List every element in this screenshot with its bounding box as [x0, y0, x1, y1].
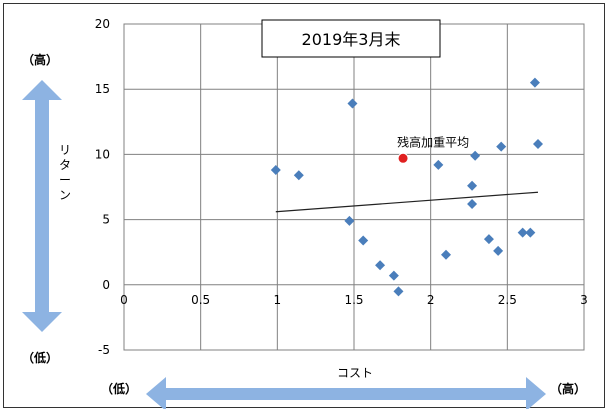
x-tick-label: 2.5 [498, 293, 517, 307]
y-axis-high-label: （高） [22, 52, 58, 67]
scatter-point [441, 249, 451, 260]
scatter-point [388, 270, 399, 281]
scatter-point [493, 245, 504, 256]
scatter-point [393, 286, 404, 297]
y-tick-label: -5 [98, 343, 110, 357]
weighted-average-label: 残高加重平均 [397, 134, 469, 149]
scatter-point [529, 77, 540, 88]
weighted-average-point [397, 152, 409, 164]
data-points [270, 77, 543, 297]
y-tick-label: 15 [95, 82, 110, 96]
scatter-point [517, 227, 528, 238]
x-tick-label: 0.5 [191, 293, 210, 307]
x-tick-label: 1.5 [344, 293, 363, 307]
horizontal-arrow [146, 377, 546, 409]
scatter-point [467, 198, 478, 209]
scatter-point [525, 227, 536, 238]
trend-line [275, 191, 539, 213]
y-axis-title: リターン [59, 143, 71, 202]
title-box [261, 19, 441, 58]
chart-frame: -5 0 5 10 15 20 0 0.5 1 1.5 2 2.5 3 残高加重平均 2019年3月末… [3, 3, 605, 409]
x-tick-label: 1 [274, 293, 282, 307]
scatter-point [483, 234, 494, 245]
x-tick-label: 2 [427, 293, 435, 307]
x-tick-labels: 0 0.5 1 1.5 2 2.5 3 [120, 293, 588, 307]
x-tick-label: 3 [580, 293, 588, 307]
scatter-point [496, 141, 507, 152]
scatter-point [347, 98, 358, 109]
scatter-point [344, 215, 355, 226]
scatter-chart: -5 0 5 10 15 20 0 0.5 1 1.5 2 2.5 3 残高加重平均 2019年3月末… [22, 17, 588, 409]
x-axis-title: コスト [337, 366, 373, 380]
chart-title: 2019年3月末 [302, 30, 401, 49]
y-tick-label: 20 [95, 17, 110, 31]
x-axis-low-label: （低） [101, 381, 137, 396]
y-axis-low-label: （低） [22, 350, 58, 365]
scatter-point [358, 235, 369, 246]
scatter-point [467, 180, 478, 191]
y-tick-labels: -5 0 5 10 15 20 [95, 17, 110, 357]
x-axis-high-label: （高） [550, 381, 586, 396]
scatter-point [470, 150, 481, 161]
scatter-point [270, 165, 281, 176]
y-tick-label: 0 [102, 278, 110, 292]
x-tick-label: 0 [120, 293, 128, 307]
y-tick-label: 5 [102, 213, 110, 227]
y-tick-label: 10 [95, 147, 110, 161]
scatter-point [293, 170, 304, 181]
scatter-point [375, 260, 386, 271]
scatter-point [533, 138, 543, 149]
vertical-arrow [22, 80, 62, 332]
scatter-point [433, 159, 444, 170]
